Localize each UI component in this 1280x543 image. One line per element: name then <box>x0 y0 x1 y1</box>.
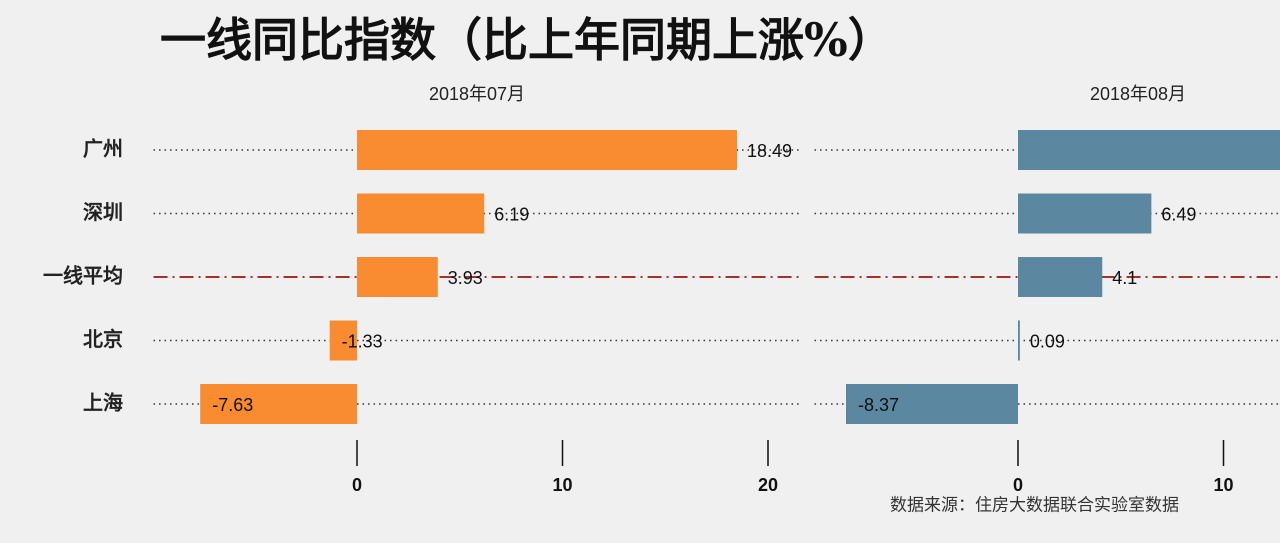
value-label: 3.93 <box>448 268 483 288</box>
category-label: 一线平均 <box>43 264 123 288</box>
value-label: -7.63 <box>212 395 253 415</box>
category-label: 广州 <box>83 137 123 161</box>
x-tick-label: 0 <box>352 475 362 495</box>
x-tick-label: 10 <box>552 475 572 495</box>
bar <box>1018 257 1103 297</box>
panel-title: 2018年07月 <box>429 84 525 104</box>
chart-title: 一线同比指数（比上年同期上涨%） <box>160 13 894 67</box>
category-label: 深圳 <box>83 200 123 224</box>
x-tick-label: 20 <box>758 475 778 495</box>
category-label: 上海 <box>83 391 123 415</box>
bar <box>357 257 438 297</box>
bar <box>1018 130 1280 170</box>
value-label: 18.49 <box>747 141 792 161</box>
x-tick-label: 10 <box>1213 475 1233 495</box>
bar <box>845 384 1018 424</box>
value-label: 4.1 <box>1112 268 1137 288</box>
value-label: 0.09 <box>1030 331 1065 351</box>
x-tick-label: 0 <box>1013 475 1023 495</box>
panel-title: 2018年08月 <box>1090 84 1186 104</box>
value-label: -1.33 <box>342 331 383 351</box>
bar <box>357 193 485 234</box>
bar <box>357 130 737 170</box>
bar <box>200 384 357 424</box>
value-label: 6.19 <box>494 204 529 224</box>
bar <box>1018 320 1020 361</box>
value-label: 6.49 <box>1161 204 1196 224</box>
bar <box>1018 193 1152 234</box>
value-label: -8.37 <box>858 395 899 415</box>
category-label: 北京 <box>83 327 123 351</box>
source-note: 数据来源：住房大数据联合实验室数据 <box>890 496 1179 516</box>
bar <box>329 320 357 361</box>
